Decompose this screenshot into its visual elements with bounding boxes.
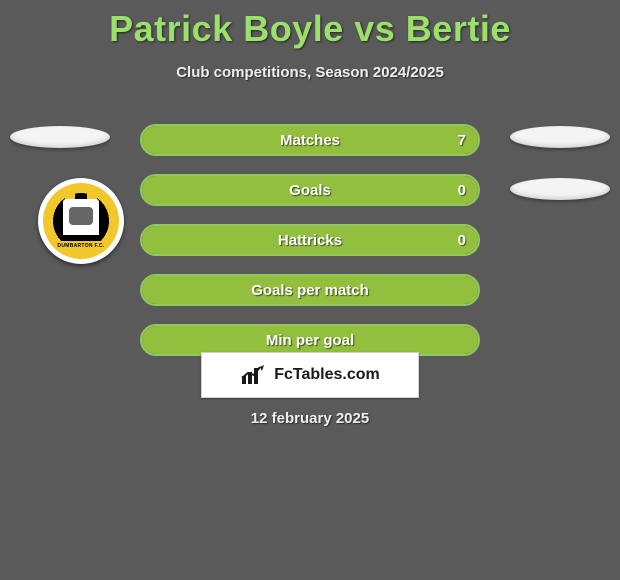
stat-bar-value: 0 [458,226,466,254]
page-root: Patrick Boyle vs Bertie Club competition… [0,0,620,580]
crest-ring: DUMBARTON F.C. [43,183,119,259]
player-right-placeholder-1 [510,126,610,148]
stat-bar-value: 0 [458,176,466,204]
player-left-placeholder [10,126,110,148]
crest-outer: DUMBARTON F.C. [38,178,124,264]
player-right-placeholder-2 [510,178,610,200]
bar-chart-icon [240,364,268,386]
stat-bar: Goals0 [140,174,480,206]
stat-bar: Matches7 [140,124,480,156]
stat-bar-label: Goals [142,176,478,204]
crest-banner: DUMBARTON F.C. [49,241,113,251]
stat-bar-label: Min per goal [142,326,478,354]
stat-bars: Matches7Goals0Hattricks0Goals per matchM… [140,124,480,374]
stat-bar: Hattricks0 [140,224,480,256]
stat-bar: Goals per match [140,274,480,306]
stat-bar-label: Hattricks [142,226,478,254]
stat-bar-value: 7 [458,126,466,154]
stat-bar-label: Matches [142,126,478,154]
stat-bar-label: Goals per match [142,276,478,304]
brand-text: FcTables.com [274,366,380,384]
date-label: 12 february 2025 [0,410,620,427]
stat-bar: Min per goal [140,324,480,356]
page-title: Patrick Boyle vs Bertie [0,0,620,50]
brand-box[interactable]: FcTables.com [201,352,419,398]
crest-elephant-icon [69,207,93,225]
club-crest: DUMBARTON F.C. [38,178,124,264]
page-subtitle: Club competitions, Season 2024/2025 [0,64,620,81]
